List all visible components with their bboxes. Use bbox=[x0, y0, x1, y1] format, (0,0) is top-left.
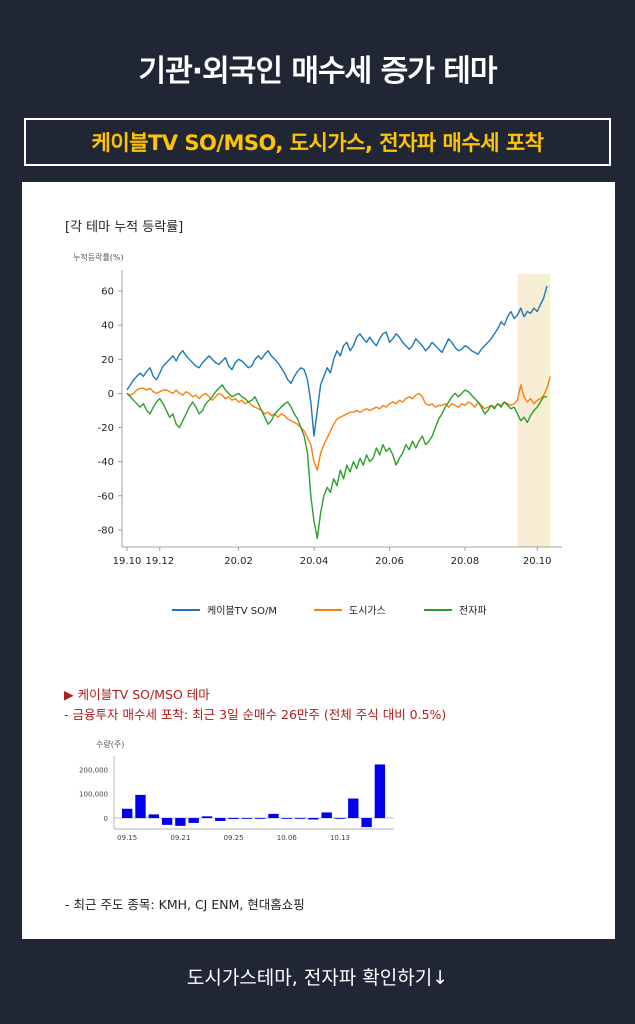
bar bbox=[122, 808, 133, 819]
series-line-2 bbox=[126, 376, 551, 471]
line-chart-title: [각 테마 누적 등락률] bbox=[65, 220, 184, 235]
bar-x-tick-label: 10.13 bbox=[330, 834, 350, 842]
legend-label-2: 도시가스 bbox=[349, 605, 386, 617]
x-tick-label: 20.06 bbox=[375, 556, 404, 567]
bar bbox=[201, 816, 213, 819]
bar-x-tick-label: 09.21 bbox=[170, 834, 190, 842]
theme-detail: - 금융투자 매수세 포착: 최근 3일 순매수 26만주 (전체 주식 대비 … bbox=[64, 707, 447, 722]
series-line-3 bbox=[126, 384, 547, 540]
bar bbox=[268, 813, 279, 819]
bar-x-tick-label: 09.25 bbox=[224, 834, 244, 842]
bar bbox=[361, 818, 372, 828]
bar bbox=[215, 818, 226, 821]
subtitle-box: 케이블TV SO/MSO, 도시가스, 전자파 매수세 포착 bbox=[24, 118, 611, 166]
more-themes-link[interactable]: 도시가스테마, 전자파 확인하기↓ bbox=[186, 967, 449, 989]
x-tick-label: 20.10 bbox=[523, 556, 552, 567]
x-tick-label: 20.02 bbox=[224, 556, 253, 567]
legend-label-1: 케이블TV SO/M bbox=[207, 605, 277, 617]
content-panel: [각 테마 누적 등락률] 누적등락률(%) 60 40 20 0 -20 -40 -60 -… bbox=[22, 182, 615, 939]
leading-stocks: - 최근 주도 종목: KMH, CJ ENM, 현대홈쇼핑 bbox=[65, 897, 305, 912]
net-buying-bar-chart: 200,000 100,000 0 09.15 09.21 09.25 10.06 10.13 bbox=[79, 756, 394, 842]
bar bbox=[255, 818, 266, 819]
theme-heading: ▶ 케이블TV SO/MSO 테마 bbox=[64, 687, 210, 702]
legend-label-3: 전자파 bbox=[459, 605, 487, 617]
line-chart-ylabel: 누적등락률(%) bbox=[73, 253, 124, 262]
bar bbox=[374, 764, 386, 819]
x-tick-label: 20.08 bbox=[451, 556, 480, 567]
bar-x-tick-label: 09.15 bbox=[117, 834, 137, 842]
x-tick-label: 20.04 bbox=[300, 556, 329, 567]
x-tick-label: 19.12 bbox=[145, 556, 174, 567]
subtitle-text: 케이블TV SO/MSO, 도시가스, 전자파 매수세 포착 bbox=[91, 131, 544, 155]
page-title: 기관·외국인 매수세 증가 테마 bbox=[138, 54, 498, 89]
bar bbox=[228, 818, 239, 820]
cumulative-return-line-chart: 60 40 20 0 -20 -40 -60 -80 19.10 19.12 20.02 20.04 2… bbox=[98, 270, 562, 617]
y-tick-label: -40 bbox=[98, 457, 114, 468]
bar bbox=[308, 818, 319, 820]
bar-y-tick-label: 100,000 bbox=[79, 791, 108, 799]
bar bbox=[161, 818, 173, 825]
bar bbox=[281, 818, 292, 819]
bar bbox=[294, 818, 306, 819]
series-line-1 bbox=[126, 285, 548, 437]
y-tick-label: 0 bbox=[108, 389, 114, 400]
bar bbox=[135, 794, 146, 819]
bar bbox=[175, 818, 186, 826]
y-tick-label: 40 bbox=[101, 321, 114, 332]
bar-y-tick-label: 0 bbox=[104, 815, 108, 823]
x-tick-label: 19.10 bbox=[113, 556, 142, 567]
bar bbox=[321, 812, 332, 819]
bar bbox=[241, 818, 253, 819]
bar-y-tick-label: 200,000 bbox=[79, 766, 108, 774]
bar bbox=[188, 818, 199, 823]
y-tick-label: -60 bbox=[98, 491, 114, 502]
bar bbox=[334, 818, 346, 819]
y-tick-label: 60 bbox=[101, 287, 114, 298]
y-tick-label: -20 bbox=[98, 423, 114, 434]
bar bbox=[148, 814, 159, 819]
y-tick-label: 20 bbox=[101, 355, 114, 366]
y-tick-label: -80 bbox=[98, 525, 114, 536]
bar-x-tick-label: 10.06 bbox=[277, 834, 298, 842]
bar bbox=[348, 798, 359, 819]
bar-chart-ylabel: 수량(주) bbox=[96, 740, 125, 749]
